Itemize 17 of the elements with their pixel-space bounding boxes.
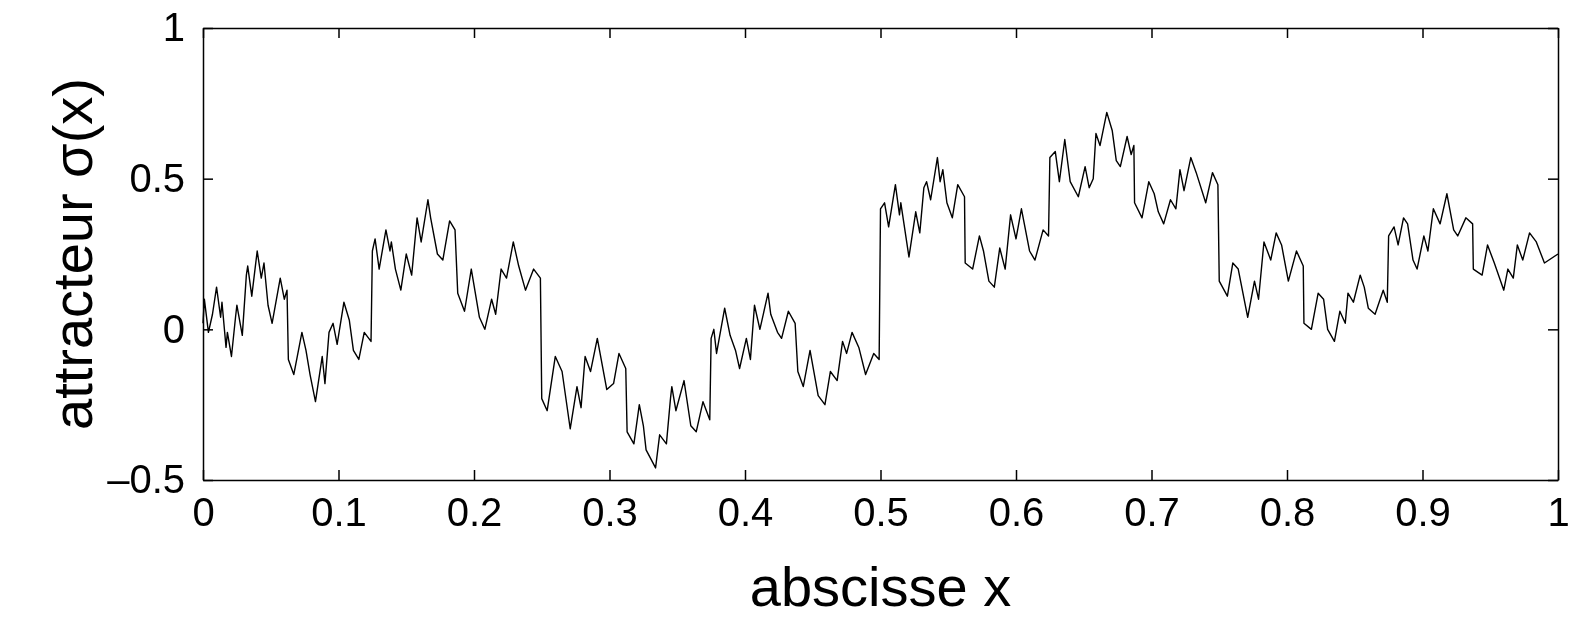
x-tick-label: 0.6 xyxy=(988,490,1045,535)
x-tick-label: 0.3 xyxy=(582,490,638,535)
x-tick-label: 0.5 xyxy=(853,490,909,535)
x-tick-label: 1 xyxy=(1547,490,1570,535)
y-tick-label: 1 xyxy=(162,5,185,50)
x-tick-label: 0.2 xyxy=(446,490,503,535)
x-axis-title: abscisse x xyxy=(749,555,1012,618)
x-tick-label: 0.7 xyxy=(1124,490,1180,535)
x-tick-label: 0.1 xyxy=(311,490,367,535)
x-tick-label: 0 xyxy=(192,490,215,535)
x-tick-label: 0.9 xyxy=(1395,490,1451,535)
y-tick-label: 0.5 xyxy=(129,155,185,200)
y-axis-title: attracteur σ(x) xyxy=(41,78,105,430)
x-tick-label: 0.8 xyxy=(1259,490,1316,535)
y-tick-label: –0.5 xyxy=(107,457,185,502)
y-tick-label: 0 xyxy=(162,306,185,351)
x-tick-label: 0.4 xyxy=(717,490,774,535)
